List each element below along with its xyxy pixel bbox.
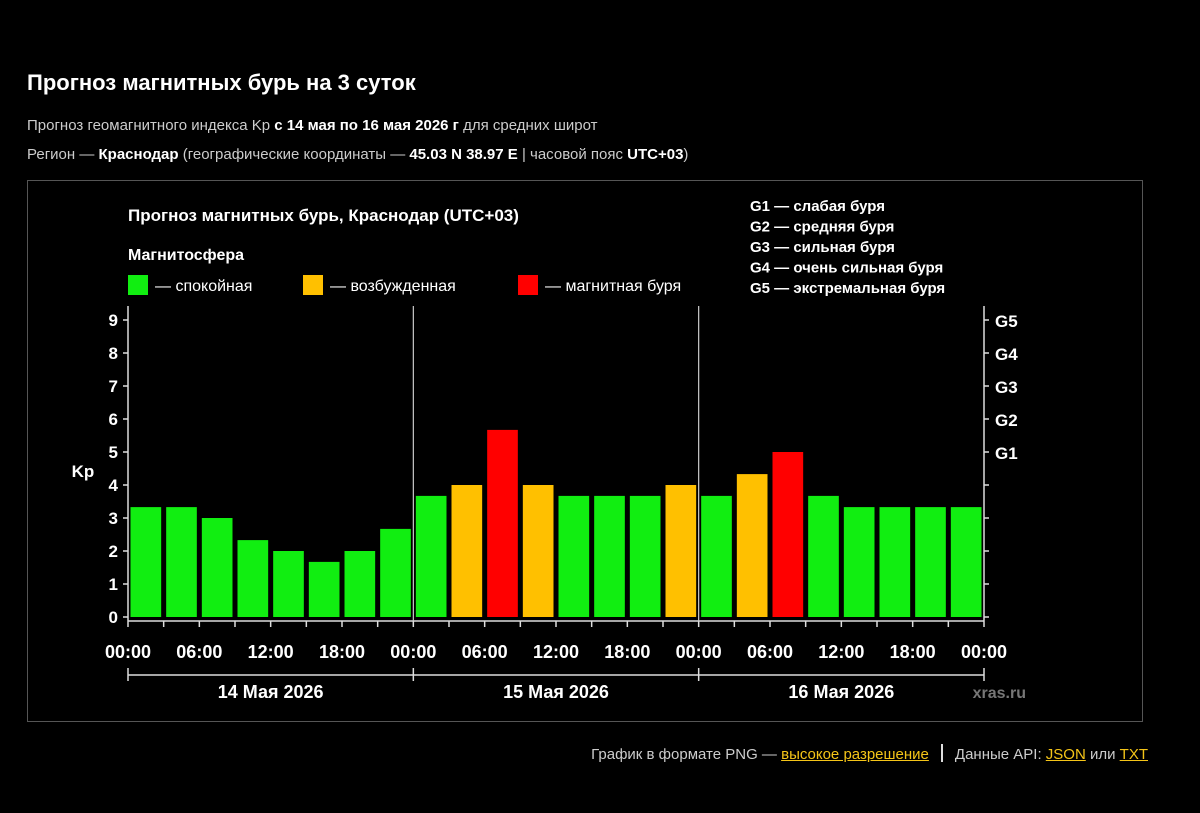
subtitle-suffix: для средних широт xyxy=(458,117,598,134)
chart-frame: Прогноз магнитных бурь, Краснодар (UTC+0… xyxy=(27,180,1143,722)
legend-swatch xyxy=(518,275,538,295)
day-label: 14 Мая 2026 xyxy=(218,682,324,702)
kp-bar xyxy=(201,518,233,617)
y-tick-label: 7 xyxy=(109,377,118,396)
y-tick-label: 2 xyxy=(109,542,118,561)
kp-bar xyxy=(380,528,411,617)
x-tick-label: 12:00 xyxy=(818,642,864,662)
legend-label: — спокойная xyxy=(155,278,252,295)
kp-bar xyxy=(950,507,982,617)
day-label: 16 Мая 2026 xyxy=(788,682,894,702)
kp-bar xyxy=(237,540,269,617)
y-axis-label: Kp xyxy=(72,462,95,481)
kp-bar xyxy=(629,495,661,617)
legend-title: Магнитосфера xyxy=(128,247,244,264)
storm-scale-item: G1 — слабая буря xyxy=(750,198,885,215)
kp-bar xyxy=(273,551,304,617)
x-tick-label: 00:00 xyxy=(390,642,436,662)
or-text: или xyxy=(1085,746,1120,763)
storm-scale-item: G3 — сильная буря xyxy=(750,239,895,256)
footer: График в формате PNG — высокое разрешени… xyxy=(0,744,1148,763)
x-tick-label: 00:00 xyxy=(676,642,722,662)
kp-bar xyxy=(522,485,554,617)
x-tick-label: 00:00 xyxy=(961,642,1007,662)
kp-bar xyxy=(487,429,518,617)
y-tick-label: 5 xyxy=(109,443,118,462)
region-mid: (географические координаты — xyxy=(178,146,410,163)
kp-bar xyxy=(415,495,447,617)
api-text: Данные API: xyxy=(954,746,1046,763)
high-res-link[interactable]: высокое разрешение xyxy=(781,746,929,763)
y-tick-label: 3 xyxy=(109,509,118,528)
region-suffix: ) xyxy=(683,146,689,163)
legend-label: — магнитная буря xyxy=(545,278,681,295)
storm-scale-item: G2 — средняя буря xyxy=(750,219,894,236)
x-tick-label: 18:00 xyxy=(319,642,365,662)
legend-swatch xyxy=(303,275,323,295)
kp-bar xyxy=(308,561,340,617)
y-tick-label: 1 xyxy=(109,575,118,594)
kp-forecast-chart: Прогноз магнитных бурь, Краснодар (UTC+0… xyxy=(72,198,1026,702)
y-tick-label: 4 xyxy=(109,476,119,495)
json-link[interactable]: JSON xyxy=(1045,746,1086,763)
x-tick-label: 12:00 xyxy=(533,642,579,662)
footer-divider xyxy=(940,744,943,762)
x-tick-label: 12:00 xyxy=(248,642,294,662)
kp-bar xyxy=(130,507,162,617)
storm-level-label: G2 xyxy=(995,411,1018,430)
legend-label: — возбужденная xyxy=(330,278,456,295)
kp-bar xyxy=(594,495,625,617)
day-label: 15 Мая 2026 xyxy=(503,682,609,702)
region-prefix: Регион — xyxy=(27,146,99,163)
storm-scale-item: G4 — очень сильная буря xyxy=(750,260,943,277)
txt-link[interactable]: TXT xyxy=(1119,746,1148,763)
watermark: xras.ru xyxy=(973,685,1026,702)
date-range: с 14 мая по 16 мая 2026 г xyxy=(274,117,459,134)
storm-level-label: G4 xyxy=(995,345,1018,364)
kp-bar xyxy=(843,507,875,617)
x-tick-label: 18:00 xyxy=(890,642,936,662)
x-tick-label: 18:00 xyxy=(604,642,650,662)
png-text: График в формате PNG — xyxy=(591,746,782,763)
kp-bar xyxy=(665,485,697,617)
region-info: Регион — Краснодар (географические коорд… xyxy=(27,146,688,163)
region-city: Краснодар xyxy=(98,146,179,163)
legend-swatch xyxy=(128,275,148,295)
subtitle-prefix: Прогноз геомагнитного индекса Kp xyxy=(27,117,275,134)
y-tick-label: 9 xyxy=(109,311,118,330)
kp-bar xyxy=(879,507,911,617)
storm-level-label: G5 xyxy=(995,312,1018,331)
chart-title: Прогноз магнитных бурь, Краснодар (UTC+0… xyxy=(128,206,519,225)
kp-bar xyxy=(451,485,483,617)
kp-bar xyxy=(344,551,376,617)
storm-level-label: G3 xyxy=(995,378,1018,397)
y-tick-label: 6 xyxy=(109,410,118,429)
kp-bar xyxy=(166,507,197,617)
storm-scale-item: G5 — экстремальная буря xyxy=(750,280,945,297)
storm-level-label: G1 xyxy=(995,444,1018,463)
x-tick-label: 06:00 xyxy=(462,642,508,662)
y-tick-label: 8 xyxy=(109,344,118,363)
region-mid2: | часовой пояс xyxy=(517,146,628,163)
page-title: Прогноз магнитных бурь на 3 суток xyxy=(27,70,416,95)
kp-bar xyxy=(701,495,732,617)
y-tick-label: 0 xyxy=(109,608,118,627)
kp-bar xyxy=(736,474,768,617)
kp-bar xyxy=(808,495,839,617)
kp-bar xyxy=(772,452,804,617)
kp-bar xyxy=(915,507,946,617)
forecast-subtitle: Прогноз геомагнитного индекса Kp с 14 ма… xyxy=(27,117,597,134)
x-tick-label: 00:00 xyxy=(105,642,151,662)
x-tick-label: 06:00 xyxy=(176,642,222,662)
x-tick-label: 06:00 xyxy=(747,642,793,662)
region-coords: 45.03 N 38.97 E xyxy=(409,146,518,163)
kp-bar xyxy=(558,495,590,617)
region-timezone: UTC+03 xyxy=(627,146,684,163)
